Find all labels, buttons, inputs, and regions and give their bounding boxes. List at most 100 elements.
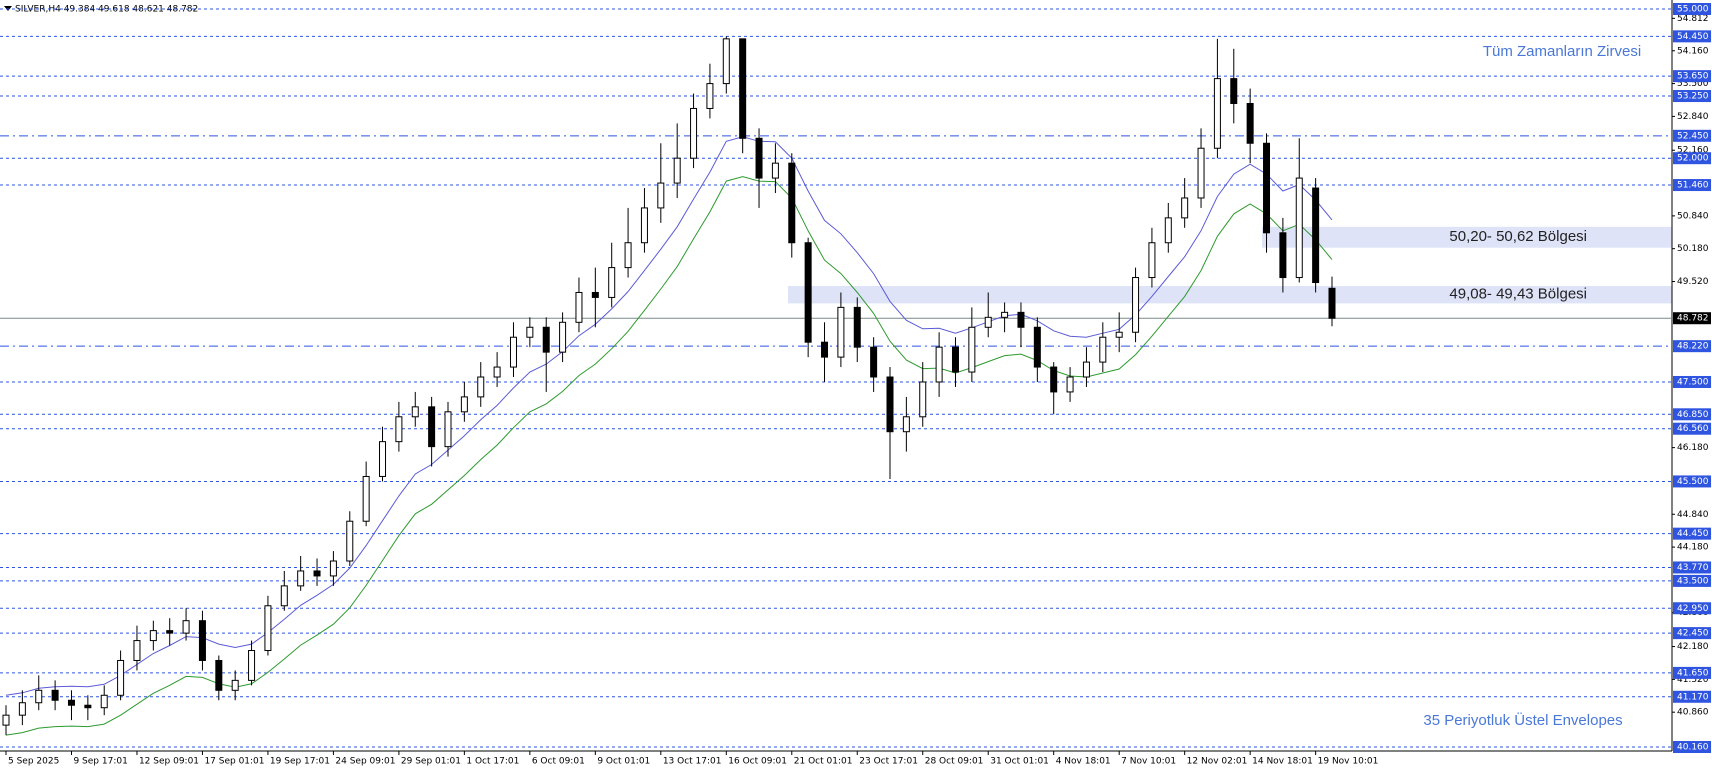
candle-body bbox=[657, 182, 665, 209]
y-tick-label: 46.180 bbox=[1677, 443, 1709, 453]
candle-body bbox=[755, 137, 763, 179]
candle-body bbox=[362, 475, 370, 522]
level-label: 52.450 bbox=[1677, 131, 1709, 141]
candle-body bbox=[1148, 242, 1156, 279]
candle-body bbox=[526, 326, 534, 338]
candle-body bbox=[870, 346, 878, 378]
x-tick-label: 6 Oct 09:01 bbox=[532, 757, 585, 767]
x-tick-label: 9 Oct 01:01 bbox=[597, 757, 650, 767]
level-label-box bbox=[1673, 741, 1711, 753]
x-tick-label: 1 Oct 17:01 bbox=[466, 757, 519, 767]
candle-body bbox=[608, 267, 616, 298]
candle-body bbox=[821, 341, 829, 358]
candle-body bbox=[1279, 232, 1287, 279]
candle-body bbox=[1099, 336, 1107, 363]
annotation: 35 Periyotluk Üstel Envelopes bbox=[1423, 711, 1622, 729]
candle-body bbox=[1263, 142, 1271, 234]
zone-label: 49,08- 49,43 Bölgesi bbox=[1449, 286, 1587, 303]
level-label-box bbox=[1673, 152, 1711, 165]
candle-body bbox=[198, 620, 206, 661]
candle-body bbox=[1295, 177, 1303, 279]
y-tick-label: 50.840 bbox=[1677, 211, 1709, 221]
candle-body bbox=[739, 38, 747, 139]
candle-body bbox=[837, 306, 845, 358]
y-tick-label: 54.812 bbox=[1677, 14, 1709, 24]
candle-body bbox=[248, 650, 256, 681]
candle-body bbox=[1230, 78, 1238, 104]
level-label-box bbox=[1673, 179, 1711, 192]
candle-body bbox=[313, 570, 321, 577]
candle-body bbox=[444, 411, 452, 448]
candle-body bbox=[559, 321, 567, 353]
x-tick-label: 17 Sep 01:01 bbox=[204, 757, 264, 767]
x-tick-label: 21 Oct 01:01 bbox=[794, 757, 853, 767]
candle-body bbox=[1017, 311, 1025, 328]
level-label-box bbox=[1673, 70, 1711, 83]
candle-body bbox=[624, 242, 632, 269]
candle-body bbox=[690, 107, 698, 159]
zone-label: 50,20- 50,62 Bölgesi bbox=[1449, 228, 1587, 245]
level-label: 41.170 bbox=[1677, 692, 1709, 702]
candle-body bbox=[722, 38, 730, 85]
level-label: 52.000 bbox=[1677, 154, 1709, 164]
candle-body bbox=[411, 406, 419, 418]
candle-body bbox=[788, 162, 796, 244]
x-tick-label: 4 Nov 18:01 bbox=[1056, 757, 1111, 767]
level-label-box bbox=[1673, 3, 1711, 15]
candle-body bbox=[1115, 331, 1123, 338]
candle-body bbox=[1181, 197, 1189, 219]
candle-body bbox=[84, 704, 92, 709]
y-tick-label: 41.520 bbox=[1677, 675, 1709, 685]
level-label: 42.950 bbox=[1677, 604, 1709, 614]
candle-body bbox=[1312, 187, 1320, 284]
candle-body bbox=[428, 406, 436, 448]
candle-body bbox=[395, 416, 403, 443]
level-label-box bbox=[1673, 129, 1711, 142]
level-label: 41.650 bbox=[1677, 668, 1709, 678]
candle-body bbox=[575, 291, 583, 323]
y-tick-label: 54.160 bbox=[1677, 46, 1709, 56]
level-label: 48.220 bbox=[1677, 342, 1709, 352]
y-tick-label: 53.500 bbox=[1677, 79, 1709, 89]
last-price-box bbox=[1673, 312, 1711, 325]
level-label-box bbox=[1673, 340, 1711, 353]
x-tick-label: 5 Sep 2025 bbox=[8, 757, 59, 767]
level-label-box bbox=[1673, 475, 1711, 488]
x-tick-label: 23 Oct 17:01 bbox=[859, 757, 918, 767]
candle-body bbox=[1132, 277, 1140, 333]
level-label: 43.770 bbox=[1677, 563, 1709, 573]
candle-body bbox=[968, 326, 976, 373]
y-tick-label: 52.160 bbox=[1677, 146, 1709, 156]
candle-body bbox=[35, 689, 43, 704]
candle-body bbox=[509, 336, 517, 368]
y-tick-label: 40.860 bbox=[1677, 708, 1709, 718]
x-tick-label: 7 Nov 10:01 bbox=[1121, 757, 1176, 767]
level-label: 42.450 bbox=[1677, 629, 1709, 639]
candle-body bbox=[902, 416, 910, 433]
candle-body bbox=[379, 441, 387, 477]
candle-body bbox=[215, 659, 223, 691]
level-label-box bbox=[1673, 422, 1711, 435]
candle-body bbox=[100, 694, 108, 709]
level-label-box bbox=[1673, 90, 1711, 103]
level-label-box bbox=[1673, 666, 1711, 679]
level-label-box bbox=[1673, 408, 1711, 421]
level-label: 51.460 bbox=[1677, 181, 1709, 191]
candle-body bbox=[706, 83, 714, 109]
candle-body bbox=[1082, 361, 1090, 378]
level-label: 46.560 bbox=[1677, 424, 1709, 434]
level-label: 45.500 bbox=[1677, 477, 1709, 487]
x-tick-label: 13 Oct 17:01 bbox=[663, 757, 722, 767]
candle-body bbox=[117, 659, 125, 696]
candle-body bbox=[640, 207, 648, 244]
level-label-box bbox=[1673, 690, 1711, 703]
level-label: 40.160 bbox=[1677, 743, 1709, 753]
x-tick-label: 19 Nov 10:01 bbox=[1318, 757, 1379, 767]
candle-body bbox=[1050, 366, 1058, 393]
y-tick-label: 52.840 bbox=[1677, 112, 1709, 122]
candle-body bbox=[1213, 78, 1221, 149]
x-tick-label: 12 Nov 02:01 bbox=[1187, 757, 1248, 767]
annotation: Tüm Zamanların Zirvesi bbox=[1483, 43, 1641, 60]
